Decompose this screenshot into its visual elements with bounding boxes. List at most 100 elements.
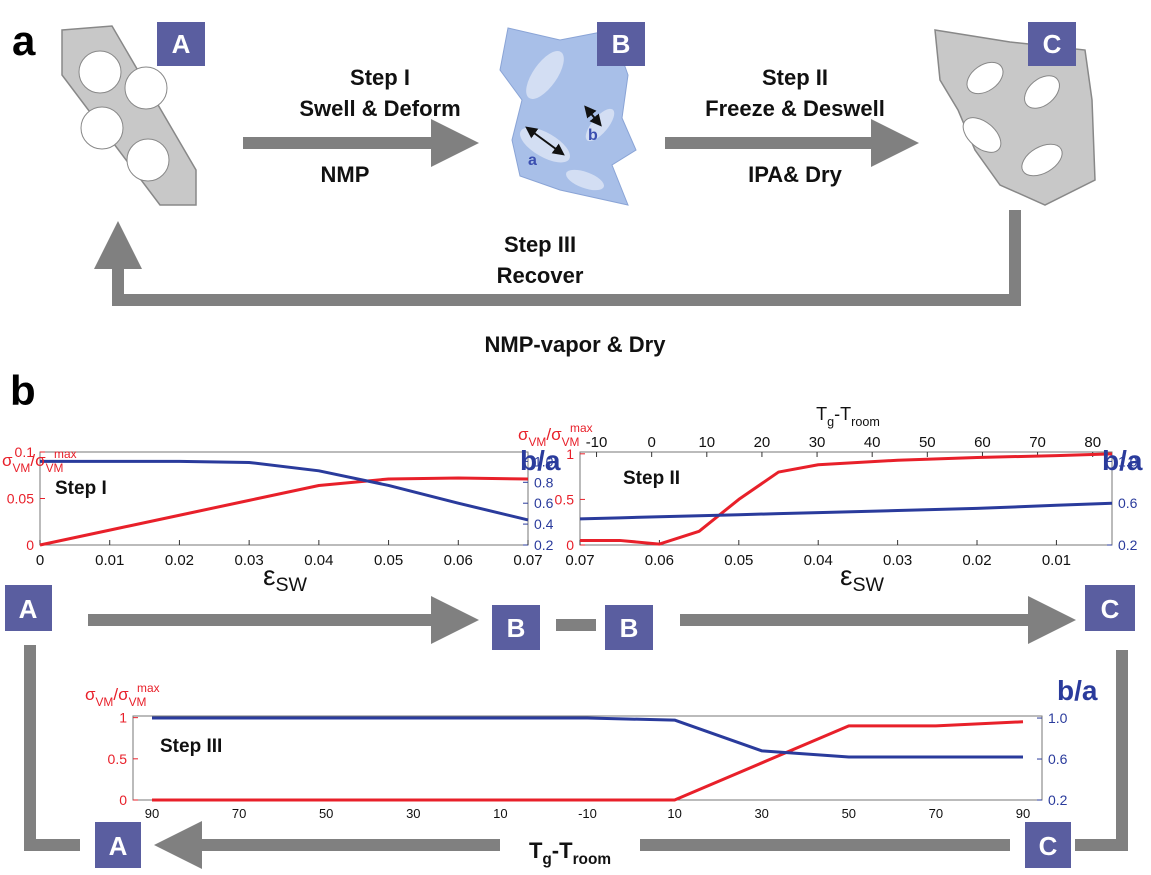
x-tick-label: 10 — [667, 806, 681, 821]
axis-label-part: /σ — [113, 685, 129, 704]
x-tick-label: 50 — [842, 806, 856, 821]
axis-label-part: σ — [518, 425, 529, 444]
axis-label: εSW — [840, 560, 885, 596]
x-tick-label: 0.06 — [444, 552, 473, 569]
y2-tick-label: 0.4 — [534, 516, 554, 532]
step-text: Step I — [350, 65, 410, 90]
dimension-label: b — [588, 127, 598, 144]
step-text: Swell & Deform — [299, 96, 460, 121]
x2-tick-label: 80 — [1084, 434, 1101, 451]
x-tick-label: 90 — [145, 806, 159, 821]
y-tick-label: 0.5 — [555, 491, 575, 507]
state-label: A — [109, 831, 128, 861]
x2-tick-label: 10 — [698, 434, 715, 451]
x-tick-label: 10 — [493, 806, 507, 821]
x2-tick-label: 30 — [809, 434, 826, 451]
x-tick-label: 0.02 — [962, 552, 991, 569]
x-tick-label: 50 — [319, 806, 333, 821]
axis-label-part: T — [529, 838, 543, 863]
step-annotation: Step III — [160, 736, 222, 757]
x2-tick-label: 20 — [754, 434, 771, 451]
y2-tick-label: 0.2 — [1118, 537, 1138, 553]
axis-label-part: VM — [46, 461, 64, 475]
step-text: IPA& Dry — [748, 162, 842, 187]
state-label: C — [1039, 831, 1058, 861]
axis-label-part: max — [570, 421, 593, 435]
x-tick-label: 0.07 — [565, 552, 594, 569]
axis-label: Tg-Troom — [529, 838, 611, 868]
y2-tick-label: 0.8 — [534, 474, 554, 490]
x-tick-label: 70 — [929, 806, 943, 821]
x2-tick-label: 0 — [647, 434, 655, 451]
step-text: NMP-vapor & Dry — [485, 332, 667, 357]
axis-label-part: max — [137, 681, 160, 695]
x-tick-label: 0.05 — [374, 552, 403, 569]
axis-label-part: ε — [263, 560, 275, 591]
axis-label-part: -T — [552, 838, 573, 863]
x2-tick-label: 50 — [919, 434, 936, 451]
x-tick-label: 0.05 — [724, 552, 753, 569]
x-tick-label: 0.03 — [883, 552, 912, 569]
step-text: Recover — [497, 263, 584, 288]
axis-label-part: VM — [96, 695, 114, 709]
y-tick-label: 0 — [566, 537, 574, 553]
axis-label-part: max — [54, 447, 77, 461]
axis-label-part: VM — [13, 461, 31, 475]
figure: a b a b A B C Step I Swell & Deform NMP … — [0, 0, 1151, 875]
x-tick-label: 30 — [754, 806, 768, 821]
x-tick-label: 0.04 — [304, 552, 333, 569]
axis-label: εSW — [263, 560, 308, 596]
state-label: A — [172, 29, 191, 59]
plot-frame — [580, 452, 1112, 545]
state-label: C — [1101, 594, 1120, 624]
step-text: Step III — [504, 232, 576, 257]
x-tick-label: 0.01 — [95, 552, 124, 569]
axis-label-part: /σ — [546, 425, 562, 444]
step-text: NMP — [321, 162, 370, 187]
step-annotation: Step II — [623, 468, 680, 489]
step-annotation: Step I — [55, 478, 107, 499]
y-tick-label: 0.5 — [108, 751, 128, 767]
axis-label-part: ε — [840, 560, 852, 591]
state-label: C — [1043, 29, 1062, 59]
axis-label: σVM/σVMmax — [85, 681, 160, 709]
axis-label-part: SW — [852, 574, 884, 596]
y-tick-label: 0 — [119, 792, 127, 808]
state-label: A — [19, 594, 38, 624]
y2-tick-label: 0.6 — [534, 495, 554, 511]
x-tick-label: 0.01 — [1042, 552, 1071, 569]
y2-axis-label: b/a — [520, 445, 561, 476]
axis-label-part: T — [816, 404, 827, 424]
x2-tick-label: -10 — [586, 434, 608, 451]
axis-label-part: VM — [529, 435, 547, 449]
y-tick-label: 1 — [119, 710, 127, 726]
y2-tick-label: 0.2 — [534, 537, 554, 553]
axis-label-part: σ — [2, 451, 13, 470]
axis-label-part: g — [827, 415, 834, 429]
axis-label-part: room — [573, 851, 611, 868]
state-label: B — [507, 613, 526, 643]
y2-axis-label: b/a — [1057, 675, 1098, 706]
x2-tick-label: 70 — [1029, 434, 1046, 451]
y-tick-label: 0 — [26, 537, 34, 553]
x-tick-label: 0.03 — [235, 552, 264, 569]
x-tick-label: 0.02 — [165, 552, 194, 569]
dimension-label: a — [528, 152, 537, 169]
y-tick-label: 0.05 — [7, 491, 34, 507]
axis-label-part: -T — [834, 404, 851, 424]
x-tick-label: 70 — [232, 806, 246, 821]
axis-label-part: g — [542, 851, 551, 868]
step-text: Freeze & Deswell — [705, 96, 885, 121]
x-tick-label: 0 — [36, 552, 44, 569]
axis-label-part: /σ — [30, 451, 46, 470]
x-tick-label: 90 — [1016, 806, 1030, 821]
x-tick-label: 30 — [406, 806, 420, 821]
panel-label: a — [12, 17, 36, 64]
x-tick-label: -10 — [578, 806, 597, 821]
x-tick-label: 0.07 — [513, 552, 542, 569]
y2-tick-label: 0.6 — [1118, 495, 1138, 511]
axis-label: Tg-Troom — [816, 404, 880, 429]
x-tick-label: 0.04 — [804, 552, 833, 569]
state-label: B — [620, 613, 639, 643]
axis-label-part: σ — [85, 685, 96, 704]
